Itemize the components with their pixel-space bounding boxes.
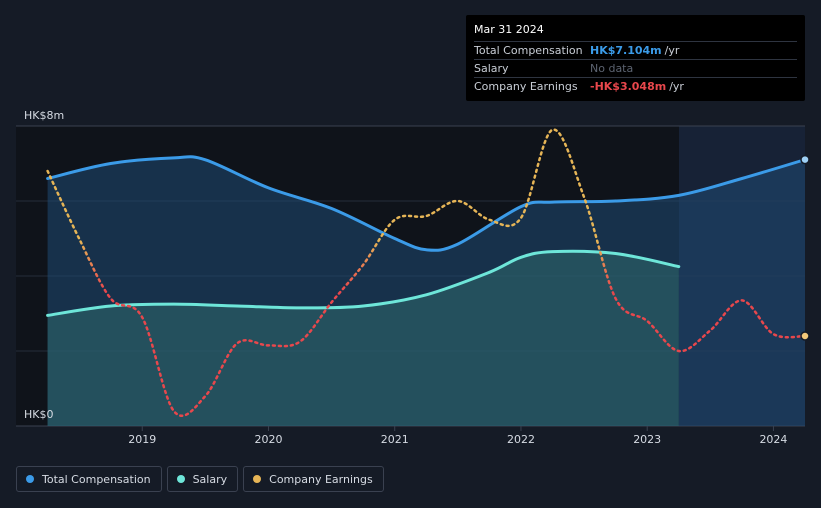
- legend-dot-icon: [253, 475, 262, 483]
- salary-line: [46, 249, 681, 317]
- tooltip-row-salary: Salary No data: [474, 60, 797, 78]
- x-tick-label: 2019: [128, 433, 156, 446]
- x-tick-label: 2023: [633, 433, 661, 446]
- legend-item-company-earnings[interactable]: Company Earnings: [243, 466, 384, 492]
- x-tick-label: 2020: [254, 433, 282, 446]
- tooltip-value: -HK$3.048m: [590, 80, 667, 93]
- x-axis-ticks: 2019 2020 2021 2022 2023 2024: [128, 426, 787, 446]
- tooltip-row-company-earnings: Company Earnings -HK$3.048m /yr: [474, 78, 797, 95]
- series-lines: [46, 128, 807, 417]
- x-tick-label: 2022: [507, 433, 535, 446]
- x-tick-label: 2024: [759, 433, 787, 446]
- legend-label: Total Compensation: [42, 472, 151, 486]
- tooltip-unit: /yr: [669, 80, 684, 93]
- y-axis-top-label: HK$8m: [24, 109, 64, 122]
- tooltip-unit: /yr: [664, 44, 680, 57]
- legend-label: Salary: [192, 472, 228, 486]
- series-end-markers: [800, 154, 810, 341]
- total-compensation-line: [46, 155, 807, 252]
- tooltip-row-total-compensation: Total Compensation HK$7.104m /yr: [474, 42, 797, 60]
- legend-dot-icon: [26, 475, 34, 483]
- total-compensation-end-marker: [800, 154, 810, 165]
- tooltip-value: No data: [590, 62, 634, 75]
- tooltip-date: Mar 31 2024: [474, 21, 797, 42]
- salary-area: [47, 251, 679, 426]
- series-areas: [47, 156, 806, 426]
- tooltip-label: Company Earnings: [474, 80, 578, 93]
- hover-tooltip: Mar 31 2024 Total Compensation HK$7.104m…: [466, 15, 805, 101]
- legend-item-salary[interactable]: Salary: [166, 466, 239, 492]
- legend-item-total-compensation[interactable]: Total Compensation: [16, 466, 162, 492]
- y-axis-bottom-label: HK$0: [24, 408, 53, 421]
- legend-label: Company Earnings: [269, 472, 373, 486]
- x-tick-label: 2021: [381, 433, 409, 446]
- company-earnings-end-marker: [800, 331, 810, 341]
- legend-dot-icon: [176, 475, 185, 483]
- company-earnings-line: [46, 128, 807, 417]
- tooltip-value: HK$7.104m: [590, 44, 662, 57]
- chart-legend: Total Compensation Salary Company Earnin…: [16, 466, 384, 492]
- tooltip-label: Total Compensation: [474, 44, 583, 57]
- tooltip-label: Salary: [474, 62, 509, 75]
